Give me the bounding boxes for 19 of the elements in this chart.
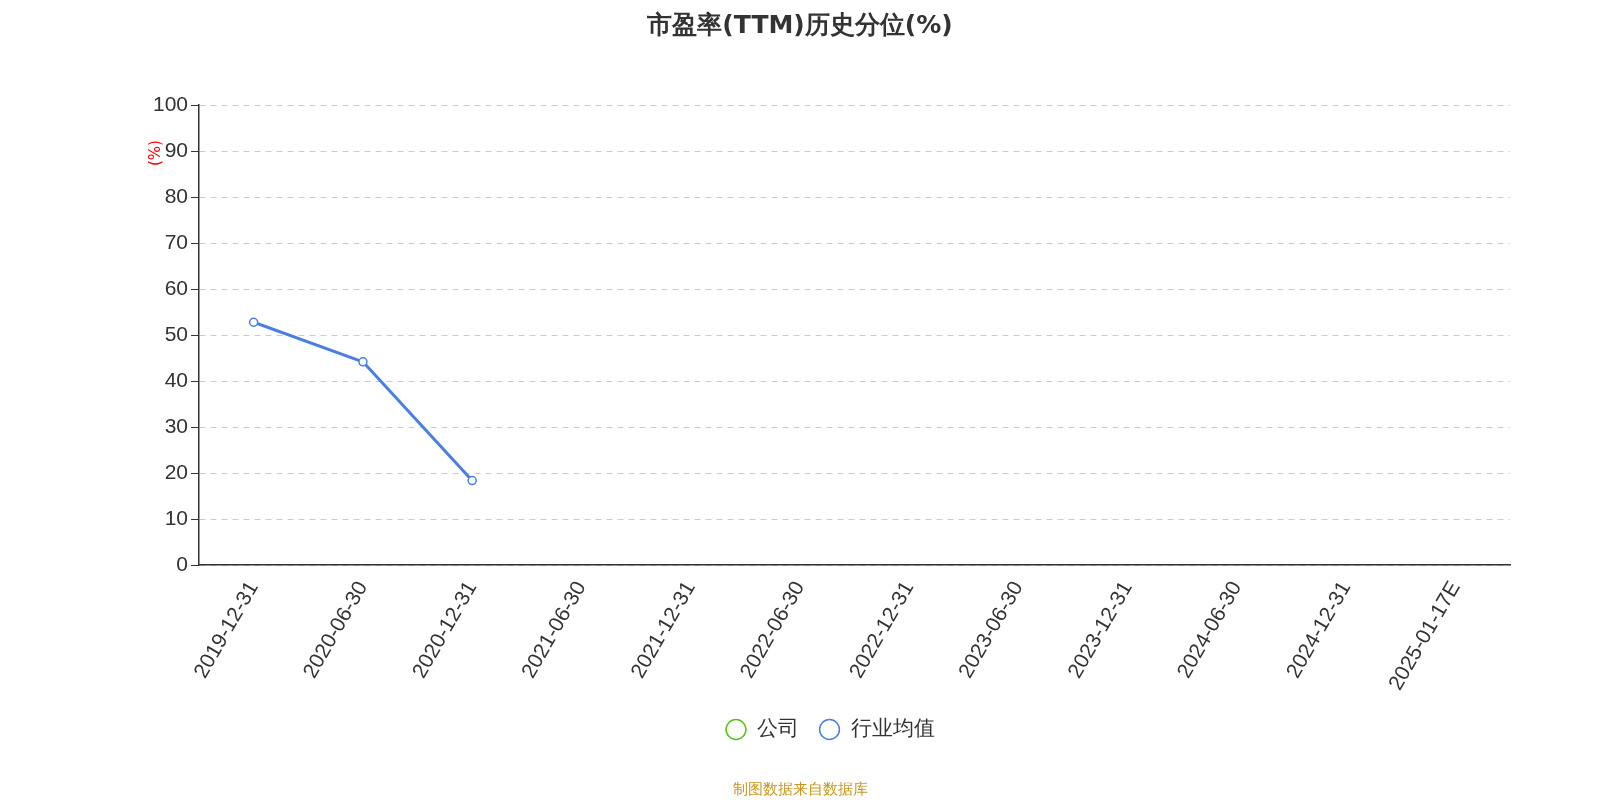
chart-title: 市盈率(TTM)历史分位(%): [646, 9, 954, 41]
y-tick-label: 100: [152, 91, 189, 115]
y-tick-label: 20: [164, 459, 189, 483]
y-tick-label: 60: [164, 275, 189, 299]
y-tick-label: 90: [164, 137, 189, 161]
legend-label: 行业均值: [850, 716, 935, 740]
text: 制图数据来自数据库: [731, 780, 869, 799]
y-tick-label: 70: [164, 229, 189, 253]
y-tick-label: 0: [176, 552, 189, 576]
legend-label: 公司: [757, 716, 799, 740]
y-tick-label: 40: [164, 367, 189, 391]
point: [467, 475, 477, 486]
y-tick-label: 50: [164, 321, 189, 345]
y-axis-title: (%): [146, 140, 164, 166]
point: [358, 357, 368, 367]
y-tick-label: 30: [164, 413, 189, 437]
y-tick-label: 10: [164, 506, 189, 530]
y-tick-label: 80: [164, 183, 189, 207]
point: [248, 317, 259, 327]
